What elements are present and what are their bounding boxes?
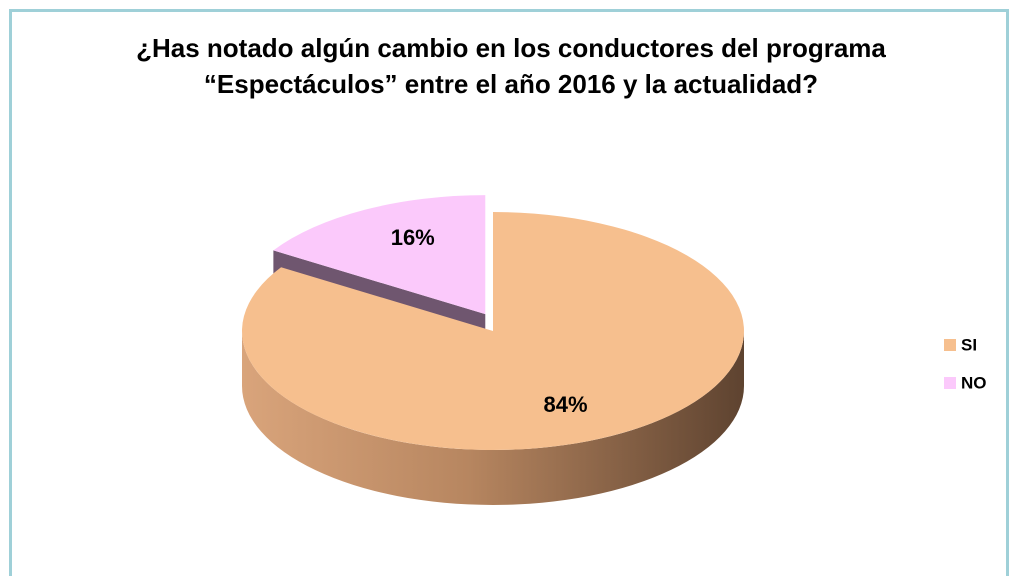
legend-swatch: [944, 339, 956, 351]
legend-label: SI: [961, 335, 977, 354]
data-label: 84%: [544, 392, 588, 417]
legend-label: NO: [961, 373, 987, 392]
data-label: 16%: [391, 225, 435, 250]
chart-frame: [9, 9, 1009, 576]
slice-side: [242, 331, 744, 505]
pie-slice: [241, 212, 744, 451]
legend-swatch: [944, 377, 956, 389]
chart-title: ¿Has notado algún cambio en los conducto…: [136, 33, 886, 99]
pie-slice: [273, 195, 486, 315]
